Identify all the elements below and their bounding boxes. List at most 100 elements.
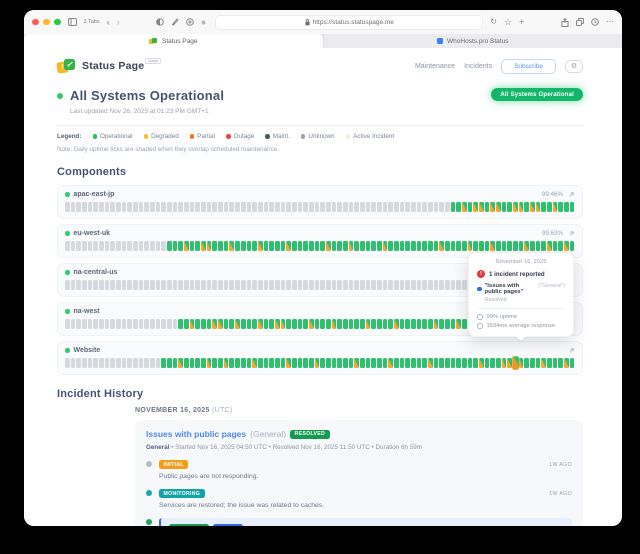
uptime-tick[interactable] <box>167 241 172 251</box>
uptime-tick[interactable] <box>127 202 133 212</box>
uptime-tick[interactable] <box>82 241 87 251</box>
uptime-tick[interactable] <box>410 319 416 329</box>
uptime-tick[interactable] <box>121 280 127 290</box>
settings-gear-button[interactable]: ⚙ <box>565 59 583 73</box>
uptime-tick[interactable] <box>206 241 212 251</box>
uptime-tick[interactable] <box>393 358 399 368</box>
uptime-tick[interactable] <box>178 280 184 290</box>
uptime-tick[interactable] <box>354 241 359 251</box>
uptime-tick[interactable] <box>167 280 172 290</box>
uptime-tick[interactable] <box>263 358 269 368</box>
uptime-tick[interactable] <box>558 241 564 251</box>
uptime-tick[interactable] <box>518 241 524 251</box>
uptime-tick[interactable] <box>167 358 172 368</box>
uptime-tick[interactable] <box>104 358 110 368</box>
uptime-tick[interactable] <box>155 319 161 329</box>
nav-maintenance[interactable]: Maintenance <box>414 62 456 70</box>
uptime-tick[interactable] <box>467 241 473 251</box>
uptime-tick[interactable] <box>337 241 342 251</box>
uptime-tick[interactable] <box>291 280 297 290</box>
uptime-tick[interactable] <box>223 280 229 290</box>
uptime-tick[interactable] <box>354 319 359 329</box>
uptime-tick[interactable] <box>93 358 99 368</box>
uptime-tick[interactable] <box>371 358 376 368</box>
uptime-tick[interactable] <box>286 241 291 251</box>
uptime-tick[interactable] <box>376 241 382 251</box>
uptime-tick[interactable] <box>314 280 320 290</box>
uptime-tick[interactable] <box>365 241 371 251</box>
uptime-tick[interactable] <box>269 319 274 329</box>
uptime-tick[interactable] <box>320 358 325 368</box>
uptime-tick[interactable] <box>473 202 479 212</box>
uptime-tick[interactable] <box>286 280 291 290</box>
new-tab-icon[interactable]: + <box>519 16 525 27</box>
uptime-tick[interactable] <box>240 241 246 251</box>
uptime-tick[interactable] <box>320 202 325 212</box>
uptime-tick[interactable] <box>110 319 116 329</box>
uptime-tick[interactable] <box>223 202 229 212</box>
uptime-tick[interactable] <box>348 241 354 251</box>
uptime-tick[interactable] <box>382 241 388 251</box>
uptime-tick[interactable] <box>558 202 564 212</box>
uptime-tick[interactable] <box>116 241 121 251</box>
uptime-tick[interactable] <box>144 319 150 329</box>
uptime-tick[interactable] <box>410 241 416 251</box>
uptime-tick[interactable] <box>325 202 331 212</box>
uptime-tick[interactable] <box>371 241 376 251</box>
uptime-tick[interactable] <box>496 358 501 368</box>
uptime-tick[interactable] <box>235 241 240 251</box>
uptime-tick[interactable] <box>93 241 99 251</box>
uptime-tick[interactable] <box>70 358 76 368</box>
uptime-tick[interactable] <box>297 319 303 329</box>
uptime-tick[interactable] <box>439 241 445 251</box>
uptime-tick[interactable] <box>291 202 297 212</box>
uptime-tick[interactable] <box>184 241 189 251</box>
uptime-tick[interactable] <box>184 358 189 368</box>
back-button[interactable]: ‹ <box>106 17 110 27</box>
uptime-tick[interactable] <box>524 241 530 251</box>
uptime-tick[interactable] <box>359 358 365 368</box>
history-icon[interactable] <box>591 18 599 26</box>
uptime-tick[interactable] <box>569 358 575 368</box>
address-bar[interactable]: https://status.statuspage.me <box>215 14 484 30</box>
uptime-tick[interactable] <box>269 202 274 212</box>
uptime-tick[interactable] <box>201 319 206 329</box>
uptime-tick[interactable] <box>433 358 439 368</box>
uptime-tick[interactable] <box>110 280 116 290</box>
uptime-tick[interactable] <box>82 319 87 329</box>
uptime-tick[interactable] <box>422 280 427 290</box>
uptime-tick[interactable] <box>422 202 427 212</box>
bookmark-star-icon[interactable]: ☆ <box>503 16 513 27</box>
uptime-tick[interactable] <box>428 319 433 329</box>
uptime-tick[interactable] <box>274 241 280 251</box>
uptime-tick[interactable] <box>331 280 337 290</box>
uptime-tick[interactable] <box>348 202 354 212</box>
uptime-tick[interactable] <box>399 358 405 368</box>
uptime-tick[interactable] <box>303 280 308 290</box>
uptime-tick[interactable] <box>263 202 269 212</box>
uptime-tick[interactable] <box>308 358 314 368</box>
uptime-tick[interactable] <box>144 202 150 212</box>
uptime-tick[interactable] <box>104 241 110 251</box>
uptime-tick[interactable] <box>513 241 518 251</box>
uptime-tick[interactable] <box>218 202 223 212</box>
uptime-tick[interactable] <box>308 280 314 290</box>
uptime-tick[interactable] <box>428 280 433 290</box>
uptime-tick[interactable] <box>274 280 280 290</box>
uptime-tick[interactable] <box>201 202 206 212</box>
uptime-tick[interactable] <box>541 358 547 368</box>
uptime-tick[interactable] <box>530 241 535 251</box>
uptime-tick[interactable] <box>473 241 479 251</box>
uptime-tick[interactable] <box>76 241 82 251</box>
uptime-tick[interactable] <box>212 319 218 329</box>
uptime-tick[interactable] <box>462 202 467 212</box>
uptime-tick[interactable] <box>518 202 524 212</box>
uptime-tick[interactable] <box>76 319 82 329</box>
uptime-tick[interactable] <box>280 241 286 251</box>
uptime-tick[interactable] <box>178 358 184 368</box>
uptime-tick[interactable] <box>382 280 388 290</box>
uptime-tick[interactable] <box>552 358 558 368</box>
uptime-tick[interactable] <box>331 241 337 251</box>
uptime-tick[interactable] <box>518 358 524 368</box>
uptime-tick[interactable] <box>439 319 445 329</box>
